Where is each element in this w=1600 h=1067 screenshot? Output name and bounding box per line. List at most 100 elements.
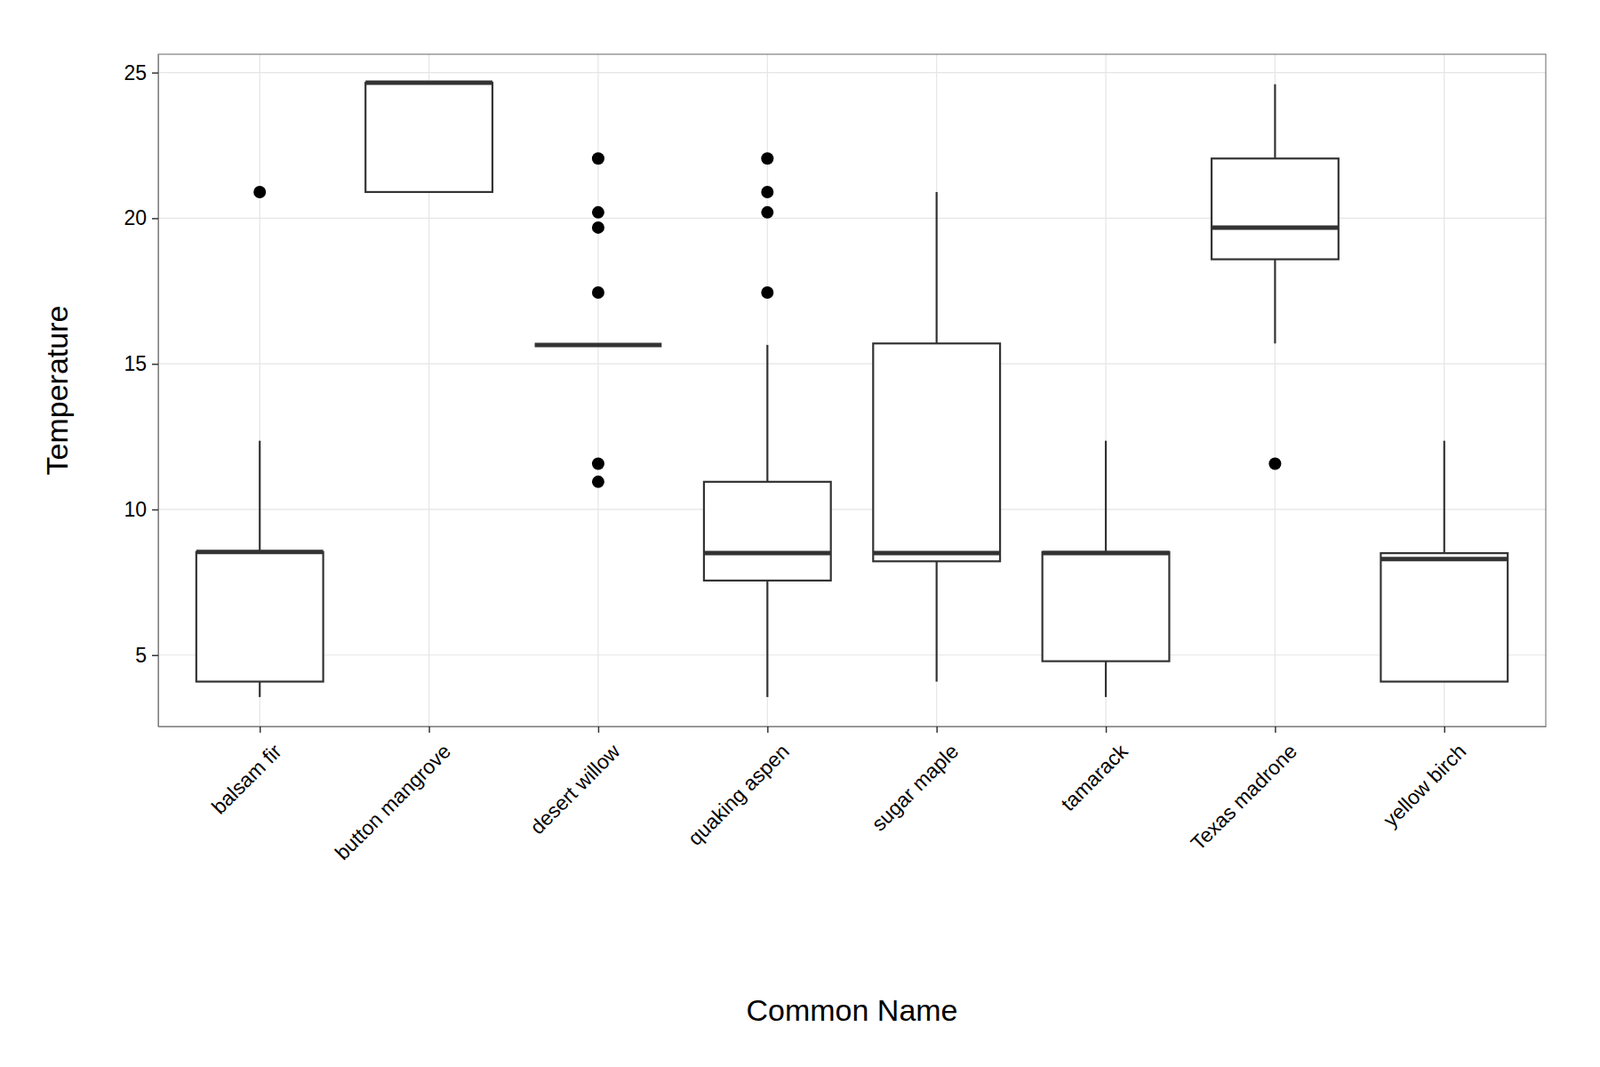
box [872,343,1000,561]
box [704,481,832,581]
box-group [1042,440,1170,697]
box [535,344,663,346]
median [365,80,493,86]
grid-line-x [1274,54,1276,727]
x-axis-title: Common Name [745,992,958,1027]
outlier [592,457,605,471]
y-axis-line [158,55,160,728]
lower-whisker [766,580,768,697]
box [1042,552,1170,662]
grid-line-y [158,72,1546,73]
box-group [1380,440,1508,682]
upper-whisker [1104,440,1107,552]
y-tick-label: 25 [123,60,147,84]
upper-whisker [766,344,768,482]
x-tick: quaking aspen [683,726,794,850]
lower-whisker [258,681,261,697]
box-group [535,152,663,488]
outlier [592,206,605,219]
y-tick-mark [152,509,159,512]
box [365,82,493,192]
upper-whisker [258,440,261,552]
outlier [592,221,605,234]
box [1211,158,1339,259]
x-tick-label: sugar maple [866,739,963,836]
panel-background [158,54,1546,727]
x-tick: tamarack [1056,726,1133,816]
boxes [196,82,1508,697]
outlier [592,152,605,165]
x-tick: button mangrove [330,726,456,864]
y-tick: 5 [135,643,159,667]
x-tick-label: tamarack [1056,738,1133,816]
outlier [760,152,774,165]
y-tick-label: 20 [123,206,147,230]
box-group [365,82,493,192]
x-tick: balsam fir [207,726,287,819]
lower-whisker [1273,259,1276,344]
x-tick-mark [428,726,431,733]
box-group [1211,84,1339,471]
x-tick-label: Texas madrone [1185,739,1302,856]
box [196,552,324,682]
outlier [253,185,266,199]
outlier [1268,457,1281,471]
grid [158,54,1546,727]
median [1042,551,1170,556]
median [872,551,1000,556]
plot: 5 10 15 20 25 balsam fir button mangrove desert… [123,54,1546,864]
x-tick: sugar maple [866,726,963,836]
box-group [704,152,832,697]
x-tick-mark [767,726,769,733]
median [704,551,832,556]
x-tick-mark [1444,726,1447,733]
median [1211,224,1339,230]
outlier [760,185,774,199]
median [196,549,324,554]
x-axis-line [159,726,1547,728]
x-tick-label: balsam fir [207,738,287,818]
upper-whisker [1443,440,1446,553]
x-tick-mark [259,726,262,733]
lower-whisker [936,560,938,681]
y-tick: 10 [123,497,159,521]
x-tick-mark [1274,726,1277,733]
outlier [760,286,774,299]
outlier [760,206,774,219]
y-tick-mark [152,72,159,74]
y-axis: 5 10 15 20 25 [123,55,159,728]
x-tick: Texas madrone [1185,726,1302,855]
box [1380,552,1508,681]
y-tick-label: 10 [123,497,147,521]
box-group [196,185,324,697]
upper-whisker [936,192,938,344]
median [1380,556,1508,561]
lower-whisker [1104,661,1107,697]
outlier [592,475,605,488]
y-axis-title: Temperature [40,305,74,476]
y-tick: 25 [123,60,159,84]
upper-whisker [1273,84,1276,160]
y-tick-mark [152,217,159,220]
median [535,342,663,347]
x-tick: yellow birch [1378,726,1471,832]
x-tick: desert willow [525,726,625,839]
y-tick: 15 [123,352,159,376]
y-tick-mark [152,363,159,366]
y-tick: 20 [123,206,159,230]
x-tick-label: yellow birch [1378,739,1471,832]
x-tick-label: desert willow [525,738,625,839]
grid-line-y [158,363,1546,365]
x-axis: balsam fir button mangrove desert willow qu… [159,726,1547,864]
x-tick-label: quaking aspen [683,739,794,850]
box-group [872,192,1000,682]
grid-line-y [158,508,1546,510]
y-tick-label: 15 [123,352,147,376]
y-tick-mark [152,654,159,656]
x-tick-mark [598,726,600,733]
x-tick-mark [1105,726,1108,733]
x-tick-label: button mangrove [330,739,456,864]
outlier [592,286,605,299]
x-tick-mark [936,726,938,733]
chart: 5 10 15 20 25 balsam fir button mangrove desert… [0,0,1600,1067]
